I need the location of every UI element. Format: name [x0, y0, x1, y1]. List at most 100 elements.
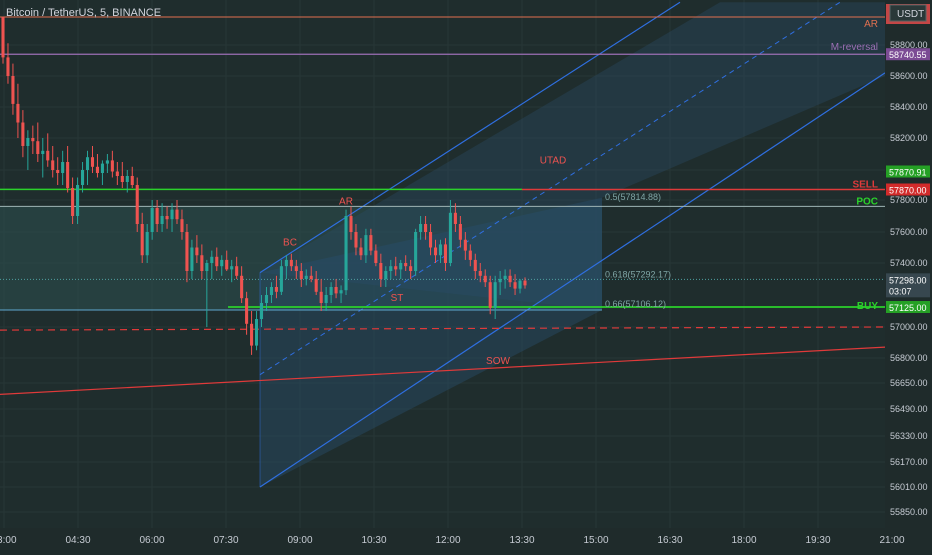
candle-body[interactable] [245, 298, 249, 324]
candle-body[interactable] [384, 271, 388, 279]
candle-body[interactable] [419, 224, 423, 232]
candle-body[interactable] [503, 275, 507, 279]
candle-body[interactable] [488, 282, 492, 308]
candle-body[interactable] [225, 259, 229, 270]
candle-body[interactable] [379, 263, 383, 279]
candle-body[interactable] [165, 216, 169, 220]
candle-body[interactable] [205, 263, 209, 271]
candle-body[interactable] [309, 275, 313, 279]
candle-body[interactable] [508, 275, 512, 283]
candle-body[interactable] [11, 76, 15, 104]
candle-body[interactable] [120, 176, 124, 182]
candle-body[interactable] [66, 162, 70, 188]
candle-body[interactable] [329, 287, 333, 295]
candle-body[interactable] [394, 266, 398, 270]
candle-body[interactable] [523, 280, 527, 286]
candle-body[interactable] [374, 250, 378, 263]
candle-body[interactable] [31, 138, 35, 142]
candle-body[interactable] [230, 266, 234, 270]
candle-body[interactable] [339, 290, 343, 294]
candle-body[interactable] [478, 271, 482, 276]
candle-body[interactable] [150, 208, 154, 232]
candle-body[interactable] [463, 239, 467, 251]
candle-body[interactable] [429, 232, 433, 248]
candle-body[interactable] [100, 163, 104, 173]
symbol-title[interactable]: Bitcoin / TetherUS, 5, BINANCE [6, 7, 161, 19]
candle-body[interactable] [250, 323, 254, 346]
candle-body[interactable] [364, 235, 368, 256]
candle-body[interactable] [21, 122, 25, 147]
candle-body[interactable] [115, 171, 119, 177]
candle-body[interactable] [185, 232, 189, 271]
candle-body[interactable] [498, 279, 502, 283]
candle-body[interactable] [135, 185, 139, 224]
candle-body[interactable] [284, 259, 288, 267]
candle-body[interactable] [399, 263, 403, 270]
candle-body[interactable] [279, 266, 283, 292]
candle-body[interactable] [130, 176, 134, 185]
candle-body[interactable] [220, 259, 224, 267]
candle-body[interactable] [304, 275, 308, 279]
candle-body[interactable] [483, 275, 487, 283]
candle-body[interactable] [56, 170, 60, 173]
candle-body[interactable] [493, 282, 497, 308]
candle-body[interactable] [473, 259, 477, 271]
candle-body[interactable] [389, 266, 393, 271]
candle-body[interactable] [294, 266, 298, 271]
candle-body[interactable] [354, 232, 358, 248]
candle-body[interactable] [334, 287, 338, 294]
candle-body[interactable] [448, 212, 452, 263]
candle-body[interactable] [468, 250, 472, 260]
candle-body[interactable] [344, 216, 348, 291]
candle-body[interactable] [81, 170, 85, 185]
candle-body[interactable] [36, 141, 40, 154]
candle-body[interactable] [140, 224, 144, 256]
candle-body[interactable] [274, 287, 278, 292]
candle-body[interactable] [264, 295, 269, 303]
candle-body[interactable] [125, 176, 129, 182]
candle-body[interactable] [324, 295, 328, 303]
candle-body[interactable] [438, 244, 443, 256]
candle-body[interactable] [76, 185, 80, 216]
candle-body[interactable] [409, 266, 413, 271]
candle-body[interactable] [289, 259, 293, 267]
candle-body[interactable] [110, 160, 114, 172]
candle-body[interactable] [41, 150, 45, 154]
candle-body[interactable] [26, 138, 30, 146]
candle-body[interactable] [210, 256, 214, 263]
candle-body[interactable] [259, 303, 264, 319]
candle-body[interactable] [458, 224, 462, 240]
candle-body[interactable] [145, 232, 149, 256]
candle-body[interactable] [155, 208, 159, 224]
candle-body[interactable] [190, 247, 194, 272]
candle-body[interactable] [175, 209, 179, 220]
candle-body[interactable] [85, 157, 90, 170]
candle-body[interactable] [170, 209, 174, 220]
candle-body[interactable] [235, 266, 239, 276]
candle-body[interactable] [319, 291, 323, 303]
candle-body[interactable] [200, 255, 204, 271]
candle-body[interactable] [240, 275, 244, 299]
candle-body[interactable] [404, 263, 408, 267]
candle-body[interactable] [95, 166, 99, 173]
candle-body[interactable] [513, 282, 517, 289]
candle-body[interactable] [61, 162, 65, 173]
candle-body[interactable] [255, 319, 259, 346]
candle-body[interactable] [424, 224, 428, 232]
candle-body[interactable] [46, 150, 50, 161]
candle-body[interactable] [180, 219, 184, 232]
candle-body[interactable] [6, 57, 10, 76]
candle-body[interactable] [1, 17, 5, 58]
candle-body[interactable] [269, 287, 273, 295]
candle-body[interactable] [51, 160, 55, 170]
candle-body[interactable] [160, 216, 164, 224]
candle-body[interactable] [443, 244, 447, 263]
candle-body[interactable] [299, 271, 303, 279]
candle-body[interactable] [349, 216, 353, 232]
candle-body[interactable] [90, 157, 95, 167]
candle-body[interactable] [433, 247, 438, 256]
candle-body[interactable] [195, 247, 199, 256]
candle-body[interactable] [359, 247, 363, 256]
